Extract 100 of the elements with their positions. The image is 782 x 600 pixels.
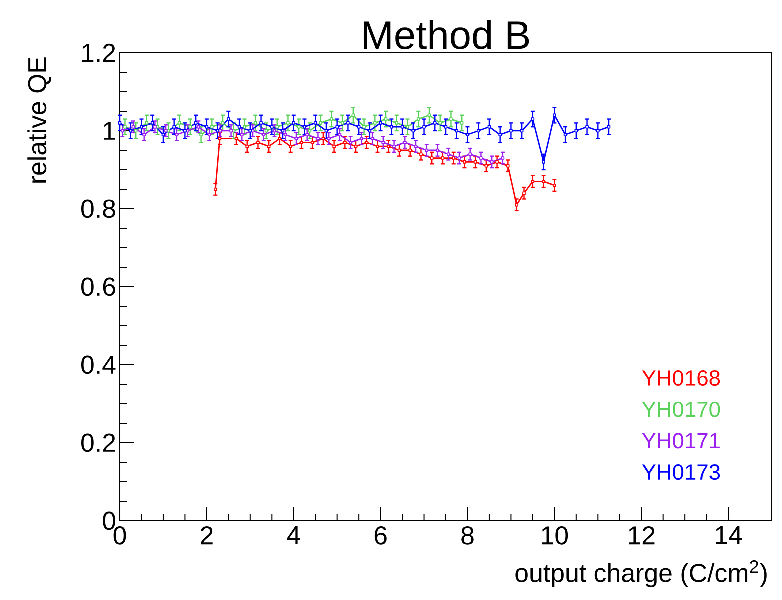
point [118,122,122,125]
point [607,125,611,129]
text: YH0173 [642,464,720,480]
point [240,133,244,137]
point [167,129,170,133]
point [596,129,600,133]
point [531,180,535,184]
point [468,152,472,156]
x-tick-label: 8 [462,526,474,545]
point [205,125,209,129]
point [510,129,513,133]
point [140,125,144,129]
point [330,118,334,121]
point [416,118,420,121]
point [446,152,450,156]
point [248,129,252,133]
point [234,137,238,140]
y-tick-label: 0.2 [81,434,116,452]
point [286,122,290,125]
point [433,122,437,125]
point [352,114,356,118]
point [398,148,402,152]
point [340,122,344,125]
point [284,133,288,137]
point [404,141,407,144]
point [382,141,386,144]
point [455,129,459,133]
point [370,137,374,140]
point [425,148,429,152]
point [322,137,326,140]
point [142,133,146,137]
point [476,129,480,133]
point [194,122,198,125]
point [303,125,306,129]
point [297,125,301,129]
y-tick-label: 0.8 [81,200,116,218]
point [463,160,466,164]
point [488,125,492,129]
point [466,133,470,137]
point [267,144,271,148]
point [496,160,499,164]
point [520,129,524,133]
point [452,156,456,160]
point [289,144,292,148]
point [438,122,442,125]
point [498,133,502,137]
point [256,141,260,144]
point [406,125,410,129]
point [314,122,318,125]
y-tick-label: 1.2 [82,44,116,62]
x-tick-label: 2 [201,526,213,545]
point [306,133,309,137]
x-tick-label: 12 [629,526,655,545]
point [178,122,182,125]
point [246,144,250,148]
point [324,129,328,133]
point [227,118,230,121]
point [243,125,246,129]
point [344,141,347,144]
point [349,141,352,144]
point [522,192,526,196]
point [379,122,382,125]
text: YH0168 [642,370,720,386]
point [553,184,556,188]
point [542,160,546,164]
x-tick-label: 4 [287,526,300,544]
point [412,129,416,133]
point [260,122,263,125]
point [542,180,546,184]
point [210,125,214,129]
point [327,137,331,140]
point [175,133,179,137]
point [221,122,225,125]
point [553,114,556,118]
point [338,133,342,137]
point [354,144,358,148]
point [395,122,399,125]
x-tick-label: 10 [542,526,568,545]
point [386,144,390,148]
point [336,125,339,129]
point [362,125,366,129]
x-tick-label: 6 [374,526,387,545]
point [564,133,568,137]
point [162,133,166,137]
y-tick-label: 0.6 [81,278,116,296]
point [278,137,282,140]
point [422,125,426,129]
point [150,122,154,125]
point [316,137,320,140]
point [145,122,149,125]
point [332,144,336,148]
point [430,156,434,160]
point [319,122,322,125]
point [474,160,478,164]
point [450,118,453,121]
point [357,125,361,129]
point [368,129,372,133]
point [574,129,578,133]
text: YH0170 [642,402,720,418]
point [214,188,218,192]
